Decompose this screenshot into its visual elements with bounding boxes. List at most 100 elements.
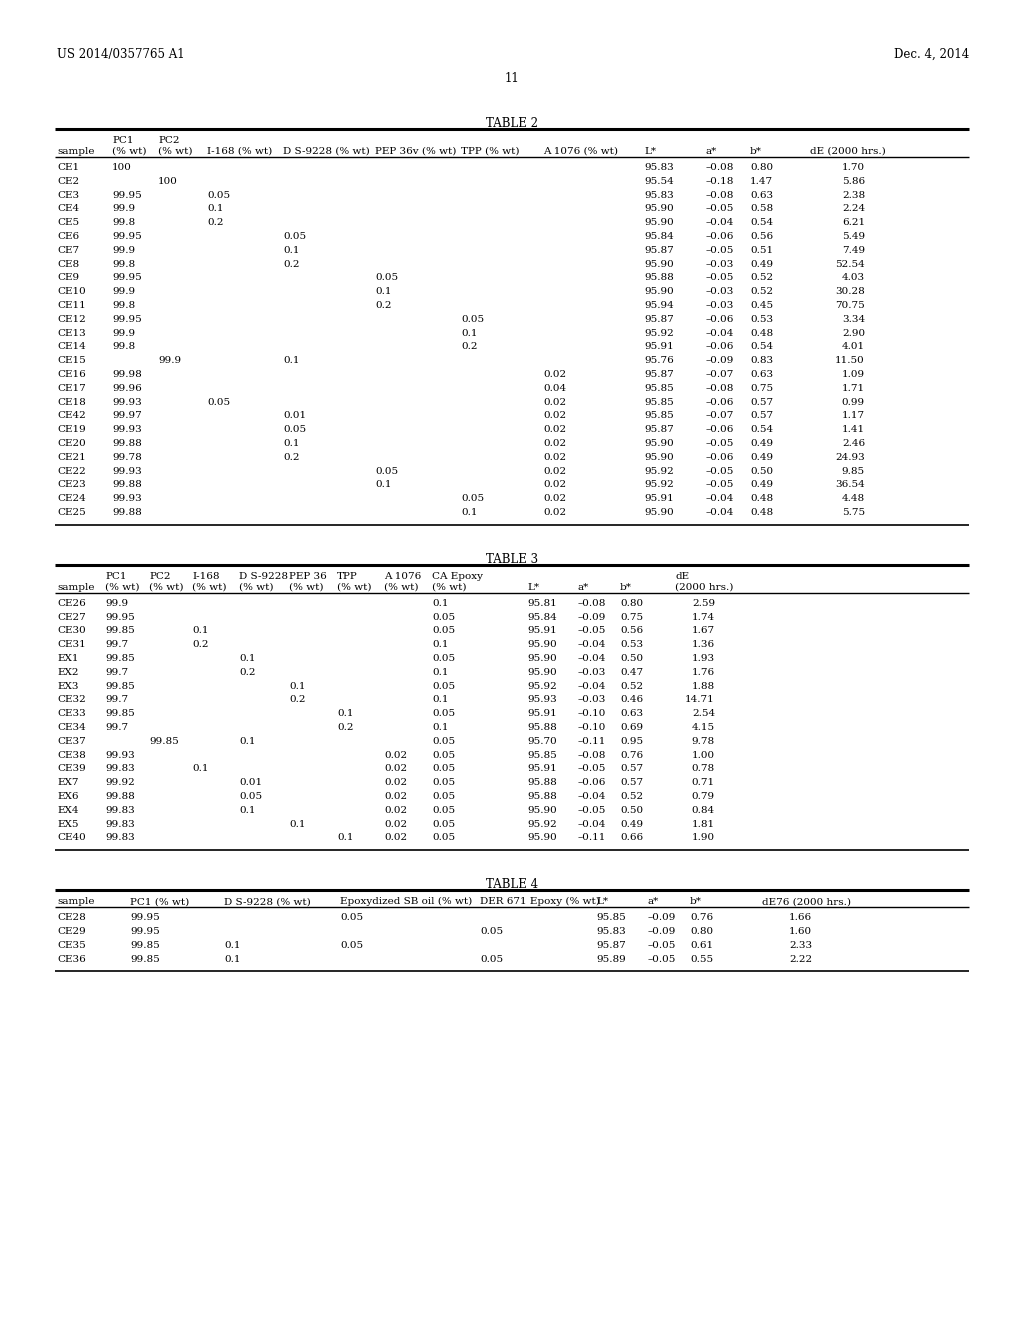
Text: CE28: CE28 — [57, 913, 86, 923]
Text: 95.83: 95.83 — [644, 162, 674, 172]
Text: 0.1: 0.1 — [283, 356, 299, 366]
Text: (% wt): (% wt) — [193, 583, 226, 591]
Text: 36.54: 36.54 — [836, 480, 865, 490]
Text: 1.36: 1.36 — [692, 640, 715, 649]
Text: 0.48: 0.48 — [750, 494, 773, 503]
Text: 95.92: 95.92 — [527, 820, 557, 829]
Text: –0.04: –0.04 — [706, 329, 734, 338]
Text: 0.54: 0.54 — [750, 218, 773, 227]
Text: 0.80: 0.80 — [750, 162, 773, 172]
Text: 99.7: 99.7 — [105, 668, 128, 677]
Text: TABLE 3: TABLE 3 — [486, 553, 538, 566]
Text: 99.9: 99.9 — [112, 205, 135, 214]
Text: 0.1: 0.1 — [375, 480, 391, 490]
Text: 0.1: 0.1 — [337, 833, 353, 842]
Text: –0.08: –0.08 — [706, 190, 734, 199]
Text: 0.52: 0.52 — [750, 288, 773, 296]
Text: 0.58: 0.58 — [750, 205, 773, 214]
Text: 99.95: 99.95 — [130, 913, 160, 923]
Text: 1.09: 1.09 — [842, 370, 865, 379]
Text: 0.02: 0.02 — [543, 480, 566, 490]
Text: 0.05: 0.05 — [461, 314, 484, 323]
Text: PC1 (% wt): PC1 (% wt) — [130, 898, 189, 907]
Text: 95.84: 95.84 — [527, 612, 557, 622]
Text: 0.49: 0.49 — [750, 453, 773, 462]
Text: CE32: CE32 — [57, 696, 86, 705]
Text: CE39: CE39 — [57, 764, 86, 774]
Text: CE20: CE20 — [57, 440, 86, 447]
Text: –0.08: –0.08 — [706, 384, 734, 393]
Text: 0.05: 0.05 — [432, 751, 455, 759]
Text: –0.06: –0.06 — [706, 397, 734, 407]
Text: (% wt): (% wt) — [150, 583, 183, 591]
Text: 0.01: 0.01 — [283, 412, 306, 420]
Text: 0.05: 0.05 — [340, 913, 364, 923]
Text: 95.87: 95.87 — [644, 370, 674, 379]
Text: –0.04: –0.04 — [706, 494, 734, 503]
Text: 0.2: 0.2 — [207, 218, 223, 227]
Text: 0.75: 0.75 — [620, 612, 643, 622]
Text: –0.05: –0.05 — [706, 205, 734, 214]
Text: 0.75: 0.75 — [750, 384, 773, 393]
Text: 0.56: 0.56 — [750, 232, 773, 242]
Text: 99.95: 99.95 — [112, 273, 141, 282]
Text: 0.50: 0.50 — [620, 653, 643, 663]
Text: 0.78: 0.78 — [692, 764, 715, 774]
Text: 99.9: 99.9 — [112, 288, 135, 296]
Text: EX6: EX6 — [57, 792, 79, 801]
Text: 95.90: 95.90 — [644, 288, 674, 296]
Text: L*: L* — [596, 898, 608, 907]
Text: 2.46: 2.46 — [842, 440, 865, 447]
Text: –0.06: –0.06 — [706, 453, 734, 462]
Text: CE14: CE14 — [57, 342, 86, 351]
Text: –0.05: –0.05 — [706, 440, 734, 447]
Text: CE37: CE37 — [57, 737, 86, 746]
Text: 5.86: 5.86 — [842, 177, 865, 186]
Text: 5.49: 5.49 — [842, 232, 865, 242]
Text: 0.54: 0.54 — [750, 342, 773, 351]
Text: 0.1: 0.1 — [337, 709, 353, 718]
Text: CE42: CE42 — [57, 412, 86, 420]
Text: 95.90: 95.90 — [527, 653, 557, 663]
Text: PC1: PC1 — [105, 572, 127, 581]
Text: b*: b* — [620, 583, 632, 591]
Text: 0.1: 0.1 — [207, 205, 223, 214]
Text: 0.63: 0.63 — [620, 709, 643, 718]
Text: 0.05: 0.05 — [432, 820, 455, 829]
Text: 99.98: 99.98 — [112, 370, 141, 379]
Text: (% wt): (% wt) — [384, 583, 419, 591]
Text: 1.60: 1.60 — [788, 927, 812, 936]
Text: CE8: CE8 — [57, 260, 79, 268]
Text: 2.59: 2.59 — [692, 599, 715, 607]
Text: 4.01: 4.01 — [842, 342, 865, 351]
Text: 0.71: 0.71 — [692, 779, 715, 787]
Text: CE21: CE21 — [57, 453, 86, 462]
Text: CE1: CE1 — [57, 162, 79, 172]
Text: CE24: CE24 — [57, 494, 86, 503]
Text: 95.90: 95.90 — [644, 260, 674, 268]
Text: 0.52: 0.52 — [620, 681, 643, 690]
Text: 0.05: 0.05 — [375, 273, 398, 282]
Text: –0.09: –0.09 — [706, 356, 734, 366]
Text: EX3: EX3 — [57, 681, 79, 690]
Text: –0.04: –0.04 — [706, 508, 734, 517]
Text: (% wt): (% wt) — [289, 583, 324, 591]
Text: 95.76: 95.76 — [644, 356, 674, 366]
Text: 2.33: 2.33 — [788, 941, 812, 950]
Text: –0.06: –0.06 — [706, 232, 734, 242]
Text: 0.05: 0.05 — [480, 954, 503, 964]
Text: 95.92: 95.92 — [527, 681, 557, 690]
Text: 95.90: 95.90 — [644, 508, 674, 517]
Text: 14.71: 14.71 — [685, 696, 715, 705]
Text: 0.05: 0.05 — [207, 190, 230, 199]
Text: 99.83: 99.83 — [105, 820, 135, 829]
Text: (% wt): (% wt) — [105, 583, 139, 591]
Text: –0.05: –0.05 — [578, 627, 606, 635]
Text: –0.08: –0.08 — [578, 599, 606, 607]
Text: CE34: CE34 — [57, 723, 86, 733]
Text: 95.85: 95.85 — [527, 751, 557, 759]
Text: CE23: CE23 — [57, 480, 86, 490]
Text: –0.04: –0.04 — [706, 218, 734, 227]
Text: 0.1: 0.1 — [239, 653, 256, 663]
Text: 0.05: 0.05 — [283, 425, 306, 434]
